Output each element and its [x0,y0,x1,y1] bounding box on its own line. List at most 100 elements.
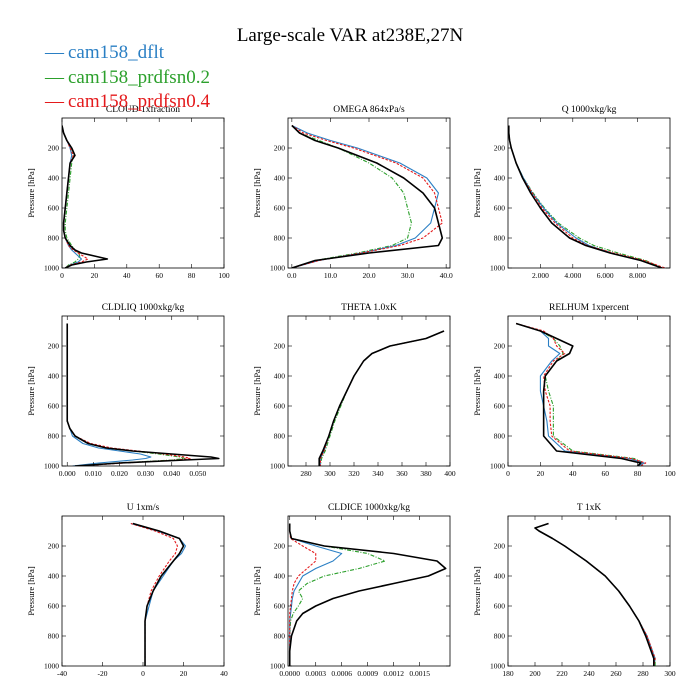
y-tick-label: 1000 [270,462,285,471]
x-tick-label: 0 [506,469,510,478]
x-tick-label: 20 [537,469,545,478]
figure-title: Large-scale VAR at238E,27N [237,25,464,46]
series-line-cam158-dflt [534,522,656,666]
panel-4: CLDLIQ 1000xkg/kg Pressure [hPa] 0.000 0.01… [26,303,225,478]
series-line-cam158-dflt [291,125,439,268]
y-tick-label: 200 [48,144,60,153]
x-tick-label: 6.000 [597,271,614,280]
x-tick-label: -20 [98,669,108,678]
y-tick-label: 1000 [44,264,59,273]
x-tick-label: 0.0009 [357,669,378,678]
x-tick-label: 20 [180,669,188,678]
plot-frame [507,515,671,667]
series-group [515,322,647,466]
y-tick-label: 800 [494,432,506,441]
y-tick-label: 600 [494,204,506,213]
plot-frame [61,117,225,269]
x-tick-label: 300 [324,469,336,478]
series-line-cam158-prdfsn0-2 [508,125,663,268]
series-group [508,125,666,268]
y-tick-label: 200 [274,342,286,351]
x-tick-label: 8.000 [629,271,646,280]
x-tick-label: 380 [420,469,432,478]
panel-title: CLDLIQ 1000xkg/kg [102,303,185,313]
plot-frame [507,117,671,269]
series-line-cam158-prdfsn0-4 [291,125,443,268]
series-line-cam158-dflt [515,322,645,466]
x-tick-label: 100 [218,271,230,280]
y-tick-label: 600 [494,602,506,611]
x-tick-label: -40 [57,669,67,678]
y-tick-label: 1000 [490,662,505,671]
series-line-cam158-prdfsn0-4 [289,523,317,666]
y-tick-label: 400 [48,572,60,581]
legend-label-prdfsn02: cam158_prdfsn0.2 [68,67,210,88]
x-tick-label: 240 [583,669,595,678]
panel-8: CLDICE 1000xkg/kg Pressure [hPa] 0.0000 0.0… [252,503,451,678]
y-tick-label: 400 [494,572,506,581]
series-line-cam158-dflt [319,330,445,466]
x-tick-label: 0.030 [137,469,154,478]
y-axis-label: Pressure [hPa] [472,566,482,616]
y-tick-label: 200 [274,144,286,153]
panel-title: CLOUD 1xfraction [106,104,180,115]
series-line-cam158-prdfsn0-4 [515,322,647,466]
series-line-reference [515,322,642,466]
plot-frame [61,515,225,667]
y-tick-label: 200 [494,342,506,351]
x-tick-label: 60 [601,469,609,478]
y-tick-label: 600 [274,602,286,611]
series-line-reference [288,523,447,666]
y-tick-label: 800 [48,432,60,441]
x-tick-label: 0.0000 [279,669,300,678]
y-tick-label: 1000 [44,462,59,471]
series-line-cam158-dflt [289,523,343,666]
series-line-cam158-prdfsn0-4 [130,522,178,666]
x-tick-label: 0.0003 [305,669,326,678]
x-tick-label: 20 [91,271,99,280]
series-group [66,323,220,466]
x-tick-label: 320 [348,469,360,478]
x-tick-label: 40 [569,469,577,478]
y-axis-label: Pressure [hPa] [252,366,262,416]
panel-6: RELHUM 1xpercent Pressure [hPa] 0 20 40 60 80 1… [472,303,676,478]
panel-title: CLDICE 1000xkg/kg [328,503,410,513]
x-tick-label: 0.000 [59,469,76,478]
x-tick-label: 40 [123,271,131,280]
y-tick-label: 600 [274,204,286,213]
y-tick-label: 1000 [44,662,59,671]
y-tick-label: 200 [48,542,60,551]
series-line-cam158-prdfsn0-4 [319,330,445,466]
y-axis-label: Pressure [hPa] [26,168,36,218]
x-tick-label: 0.020 [111,469,128,478]
series-line-cam158-prdfsn0-2 [534,522,656,666]
y-tick-label: 400 [494,372,506,381]
series-line-reference [291,124,444,268]
panel-1: CLOUD 1xfraction Pressure [hPa] 0 20 40 60 80 1… [26,104,230,280]
y-tick-label: 200 [48,342,60,351]
y-tick-label: 600 [48,602,60,611]
y-tick-label: 600 [274,402,286,411]
legend-marker-prdfsn02: — [44,67,65,88]
y-tick-label: 400 [48,174,60,183]
y-tick-label: 800 [48,234,60,243]
x-tick-label: 80 [188,271,196,280]
y-tick-label: 400 [494,174,506,183]
x-tick-label: 340 [372,469,384,478]
x-tick-label: 80 [634,469,642,478]
x-tick-label: 30.0 [401,271,414,280]
panel-5: THETA 1.0xK Pressure [hPa] 280 300 320 340 360… [252,303,456,478]
plot-frame [287,315,451,467]
x-tick-label: 0.0 [287,271,297,280]
panel-title: THETA 1.0xK [341,303,397,313]
x-tick-label: 40 [220,669,228,678]
series-line-cam158-prdfsn0-2 [132,522,185,666]
y-tick-label: 400 [48,372,60,381]
series-line-cam158-prdfsn0-2 [289,523,386,666]
x-tick-label: 0.0012 [383,669,404,678]
y-tick-label: 200 [274,542,286,551]
plot-frame [507,315,671,467]
x-tick-label: 220 [556,669,568,678]
x-tick-label: 200 [529,669,541,678]
